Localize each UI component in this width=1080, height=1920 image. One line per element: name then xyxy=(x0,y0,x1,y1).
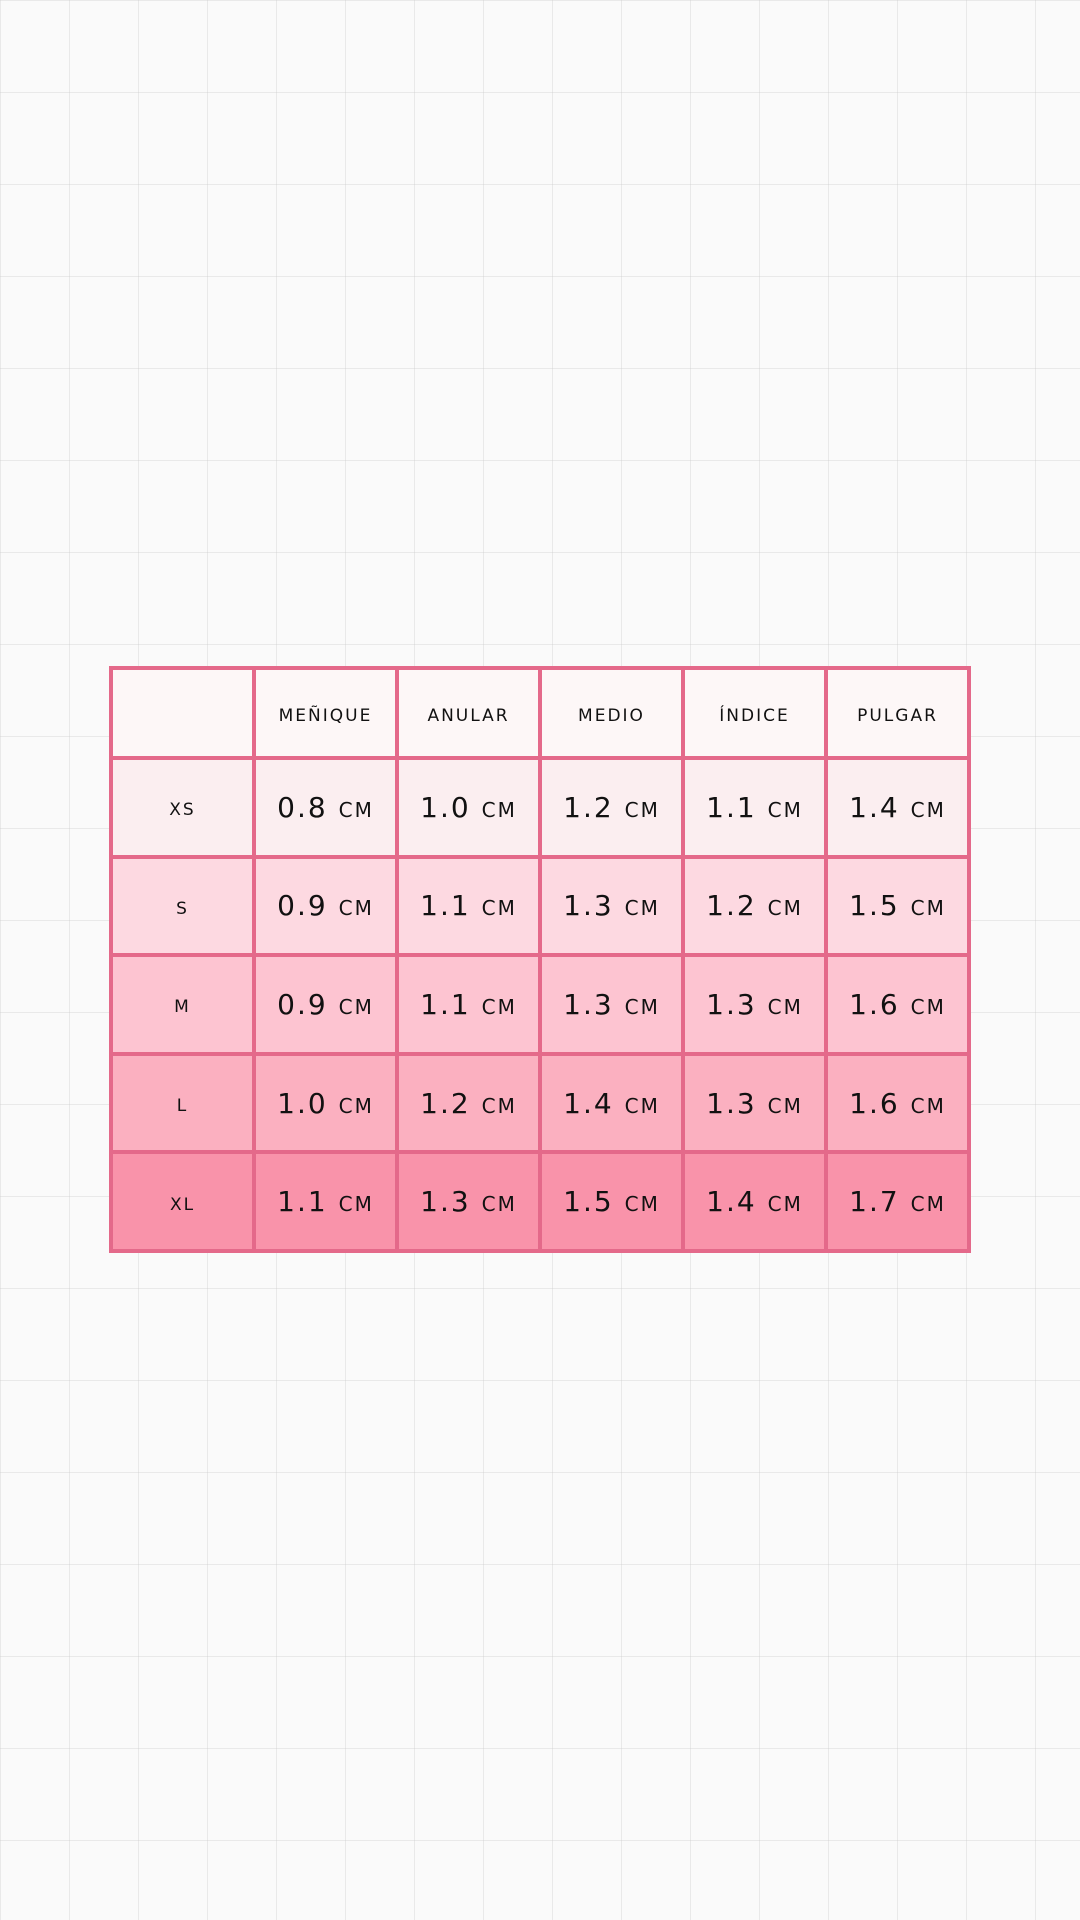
header-row: Meñique Anular Medio Índice Pulgar xyxy=(109,666,971,760)
table-cell: 1.1 cm xyxy=(395,953,542,1056)
header-medio: Medio xyxy=(538,666,685,760)
table-cell: 0.9 cm xyxy=(252,953,399,1056)
table-cell: 0.9 cm xyxy=(252,854,399,958)
header-corner xyxy=(109,666,256,760)
table-cell: 1.4 cm xyxy=(681,1150,828,1253)
size-label: m xyxy=(109,953,256,1056)
header-pulgar: Pulgar xyxy=(824,666,971,760)
size-label: xs xyxy=(109,756,256,859)
table-cell: 1.5 cm xyxy=(538,1150,685,1253)
size-label: xl xyxy=(109,1150,256,1253)
table-row: l 1.0 cm 1.2 cm 1.4 cm 1.3 cm 1.6 cm xyxy=(109,1051,971,1155)
header-indice: Índice xyxy=(681,666,828,760)
size-label: l xyxy=(109,1051,256,1155)
table-cell: 1.4 cm xyxy=(824,756,971,859)
table-cell: 1.3 cm xyxy=(681,1051,828,1155)
header-anular: Anular xyxy=(395,666,542,760)
table-row: xs 0.8 cm 1.0 cm 1.2 cm 1.1 cm 1.4 cm xyxy=(109,756,971,859)
table-cell: 1.0 cm xyxy=(252,1051,399,1155)
table-cell: 1.3 cm xyxy=(395,1150,542,1253)
table-row: m 0.9 cm 1.1 cm 1.3 cm 1.3 cm 1.6 cm xyxy=(109,953,971,1056)
table-cell: 1.0 cm xyxy=(395,756,542,859)
table-cell: 1.4 cm xyxy=(538,1051,685,1155)
header-menique: Meñique xyxy=(252,666,399,760)
table-cell: 1.7 cm xyxy=(824,1150,971,1253)
size-label: s xyxy=(109,854,256,958)
table-cell: 1.1 cm xyxy=(681,756,828,859)
table-cell: 1.2 cm xyxy=(538,756,685,859)
size-chart-table: Meñique Anular Medio Índice Pulgar xs 0.8… xyxy=(109,666,971,1253)
table-cell: 1.6 cm xyxy=(824,1051,971,1155)
table-cell: 0.8 cm xyxy=(252,756,399,859)
table-cell: 1.5 cm xyxy=(824,854,971,958)
table-cell: 1.2 cm xyxy=(395,1051,542,1155)
table-cell: 1.3 cm xyxy=(538,953,685,1056)
table-cell: 1.6 cm xyxy=(824,953,971,1056)
table-row: xl 1.1 cm 1.3 cm 1.5 cm 1.4 cm 1.7 cm xyxy=(109,1150,971,1253)
table-cell: 1.3 cm xyxy=(681,953,828,1056)
table-cell: 1.3 cm xyxy=(538,854,685,958)
table-cell: 1.1 cm xyxy=(395,854,542,958)
table-cell: 1.1 cm xyxy=(252,1150,399,1253)
table-cell: 1.2 cm xyxy=(681,854,828,958)
table-row: s 0.9 cm 1.1 cm 1.3 cm 1.2 cm 1.5 cm xyxy=(109,854,971,958)
